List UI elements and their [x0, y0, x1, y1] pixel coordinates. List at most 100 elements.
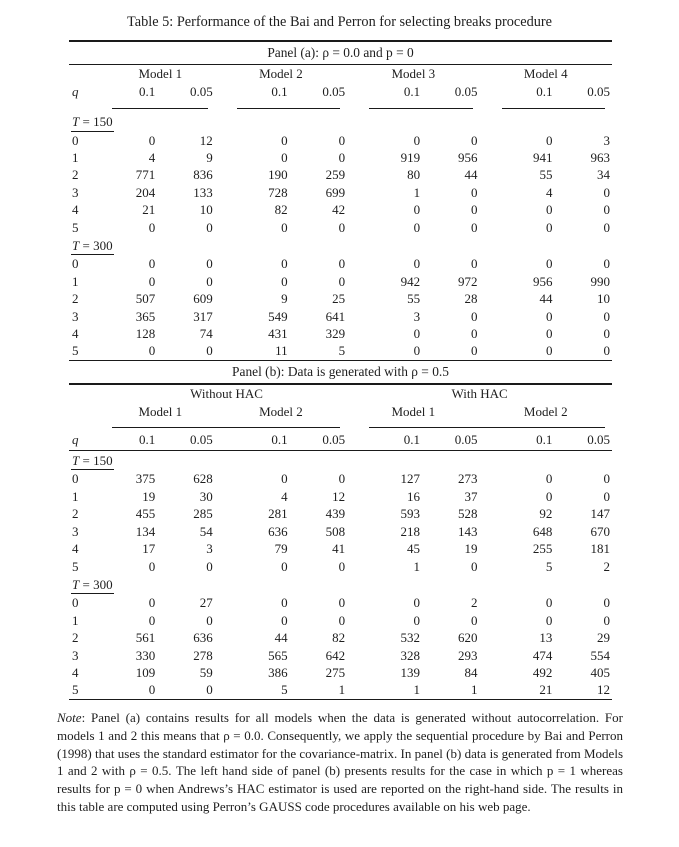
alpha-005-header: 0.05 [587, 84, 610, 100]
cell-value: 82 [332, 630, 346, 646]
cell-value: 128 [135, 326, 156, 342]
cell-value: 9 [281, 291, 288, 307]
q-value: 2 [72, 291, 79, 307]
cell-value: 21 [142, 202, 156, 218]
data-row: 1 19 30 4 12 16 37 0 0 [69, 488, 612, 505]
cell-value: 190 [268, 167, 288, 183]
data-row: 2 455 285 281 439 593 528 92 147 [69, 505, 612, 522]
cell-value: 0 [206, 256, 213, 272]
cell-value: 1 [413, 184, 421, 200]
cell-value: 0 [338, 595, 346, 611]
q-value: 1 [72, 488, 79, 504]
cell-value: 12 [597, 682, 610, 698]
cell-value: 0 [338, 471, 346, 487]
q-value: 5 [72, 558, 79, 574]
cell-value: 19 [464, 541, 478, 557]
cell-value: 255 [532, 541, 553, 557]
q-value: 3 [72, 308, 79, 324]
panel-a-table: Model 1 Model 2 Model 3 Model 4 q 0.1 0.… [69, 65, 612, 360]
cell-value: 0 [338, 612, 346, 628]
cell-value: 532 [400, 630, 421, 646]
q-value: 4 [72, 541, 79, 557]
cell-value: 641 [325, 308, 346, 324]
data-row: 4 21 10 82 42 0 0 0 0 [69, 201, 612, 218]
cell-value: 0 [471, 326, 478, 342]
q-value: 1 [72, 150, 79, 165]
cell-value: 0 [471, 132, 478, 148]
cell-value: 561 [135, 630, 156, 646]
alpha-01-header: 0.1 [536, 84, 553, 100]
data-row: 3 204 133 728 699 1 0 4 0 [69, 184, 612, 201]
alpha-01-header: 0.1 [403, 84, 421, 100]
cell-value: 29 [597, 630, 610, 646]
data-row: 4 17 3 79 41 45 19 255 181 [69, 540, 612, 557]
group-rule [501, 108, 605, 110]
cell-value: 0 [545, 488, 553, 504]
cell-value: 0 [281, 132, 288, 148]
cell-value: 0 [603, 343, 611, 359]
cell-value: 405 [590, 664, 611, 680]
cell-value: 942 [400, 273, 421, 289]
alpha-005-header: 0.05 [454, 84, 478, 100]
cell-value: 281 [268, 506, 288, 522]
cell-value: 273 [458, 471, 478, 487]
cell-value: 328 [400, 647, 421, 663]
cell-value: 0 [413, 326, 421, 342]
cell-value: 0 [206, 558, 213, 574]
cell-value: 80 [407, 167, 421, 183]
cell-value: 0 [148, 273, 156, 289]
cell-value: 4 [148, 150, 156, 165]
cell-value: 12 [199, 132, 213, 148]
q-value: 1 [72, 612, 79, 628]
data-row: 2 507 609 9 25 55 28 44 10 [69, 290, 612, 307]
cell-value: 82 [274, 202, 288, 218]
cell-value: 508 [325, 523, 346, 539]
cell-value: 0 [603, 471, 611, 487]
cell-value: 27 [199, 595, 213, 611]
cell-value: 0 [545, 202, 553, 218]
cell-value: 0 [413, 202, 421, 218]
data-row: 0 0 0 0 0 0 0 0 0 [69, 255, 612, 272]
cell-value: 0 [545, 219, 553, 235]
cell-value: 204 [135, 184, 156, 200]
q-column-header: q [72, 84, 79, 100]
cell-value: 0 [603, 595, 611, 611]
cell-value: 956 [458, 150, 478, 165]
q-value: 0 [72, 471, 79, 487]
section-row: T = 300 [69, 575, 612, 595]
q-value: 4 [72, 326, 79, 342]
cell-value: 28 [464, 291, 478, 307]
cell-value: 4 [545, 184, 553, 200]
q-value: 3 [72, 523, 79, 539]
data-row: 5 0 0 5 1 1 1 21 12 [69, 681, 612, 698]
cell-value: 0 [413, 132, 421, 148]
cell-value: 431 [268, 326, 288, 342]
cell-value: 0 [545, 308, 553, 324]
cell-value: 0 [413, 595, 421, 611]
cell-value: 648 [532, 523, 553, 539]
cell-value: 620 [458, 630, 478, 646]
cell-value: 1 [471, 682, 478, 698]
cell-value: 0 [413, 256, 421, 272]
cell-value: 636 [268, 523, 288, 539]
cell-value: 0 [603, 219, 611, 235]
data-row: 5 0 0 0 0 0 0 0 0 [69, 219, 612, 236]
data-row: 3 134 54 636 508 218 143 648 670 [69, 523, 612, 540]
cell-value: 0 [338, 150, 346, 165]
alpha-005-header: 0.05 [157, 431, 215, 452]
cell-value: 1 [338, 682, 346, 698]
q-value: 5 [72, 682, 79, 698]
cell-value: 74 [199, 326, 213, 342]
cell-value: 0 [281, 219, 288, 235]
panel-a-header-rule [69, 63, 612, 66]
alpha-01-header: 0.1 [271, 84, 288, 100]
cell-value: 0 [603, 308, 611, 324]
cell-value: 19 [142, 488, 156, 504]
cell-value: 0 [471, 184, 478, 200]
cell-value: 34 [597, 167, 610, 183]
cell-value: 44 [464, 167, 478, 183]
model-4-header: Model 4 [523, 66, 568, 82]
data-row: 0 0 27 0 0 0 2 0 0 [69, 594, 612, 611]
cell-value: 11 [275, 343, 288, 359]
section-label: T = 150 [71, 113, 114, 132]
